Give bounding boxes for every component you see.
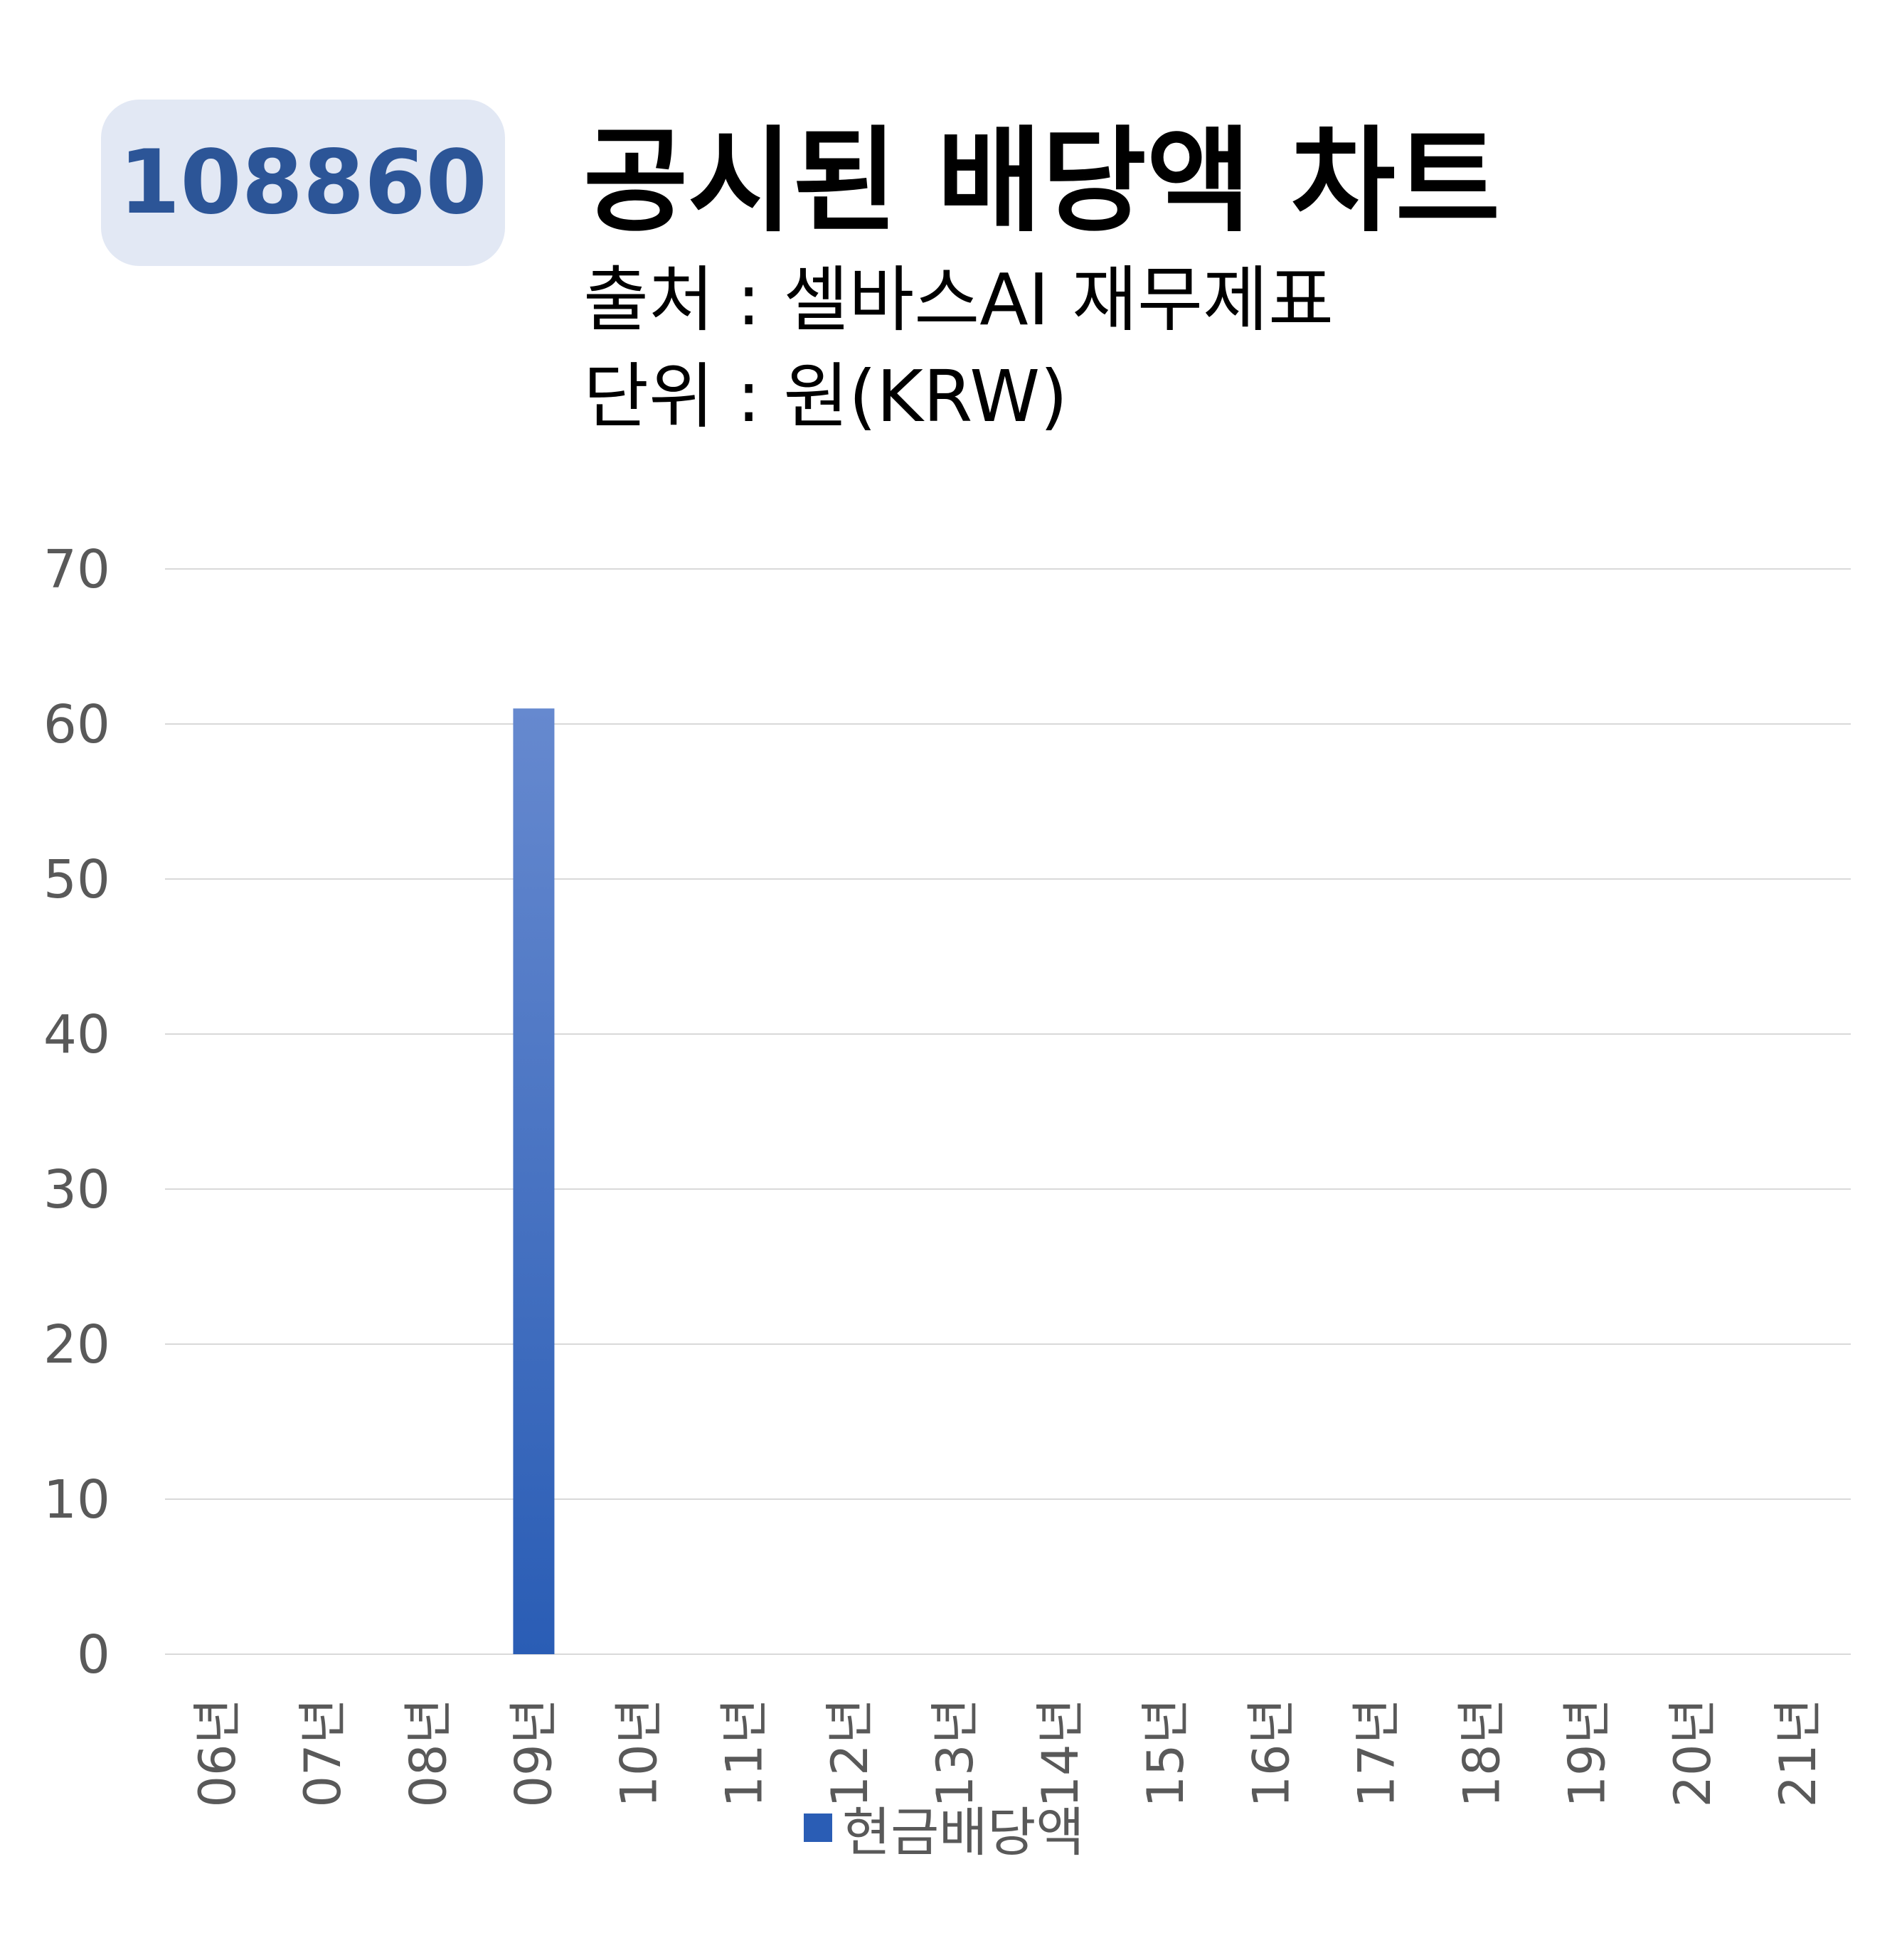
y-axis-ticks: 0 10 20 30 40 50 60 70: [43, 539, 110, 1685]
bar-09년: [513, 708, 555, 1655]
y-tick-label: 30: [43, 1159, 110, 1220]
x-tick-label: 14년: [1031, 1698, 1090, 1807]
y-tick-label: 10: [43, 1469, 110, 1530]
x-tick-label: 20년: [1664, 1698, 1722, 1807]
y-tick-label: 50: [43, 849, 110, 910]
x-tick-label: 12년: [821, 1698, 879, 1807]
x-tick-label: 07년: [294, 1698, 352, 1807]
unit-label: 단위 : 원(KRW): [583, 355, 1068, 438]
x-tick-label: 13년: [926, 1698, 984, 1807]
x-tick-label: 09년: [504, 1698, 563, 1807]
y-tick-label: 20: [43, 1314, 110, 1375]
stock-code-badge: 108860: [101, 100, 505, 266]
y-tick-label: 0: [77, 1624, 110, 1685]
legend-swatch: [804, 1813, 832, 1842]
x-tick-label: 11년: [716, 1698, 774, 1807]
x-tick-label: 15년: [1137, 1698, 1195, 1807]
y-tick-label: 60: [43, 694, 110, 755]
legend-label: 현금배당액: [842, 1801, 1085, 1863]
chart-title: 공시된 배당액 차트: [583, 114, 1501, 247]
x-tick-label: 18년: [1453, 1698, 1511, 1807]
y-tick-label: 40: [43, 1004, 110, 1065]
x-tick-label: 17년: [1347, 1698, 1406, 1807]
legend: 현금배당액: [804, 1792, 1084, 1863]
x-tick-label: 21년: [1769, 1698, 1827, 1807]
x-tick-label: 06년: [188, 1698, 247, 1807]
source-label: 출처 : 셀바스AI 재무제표: [583, 258, 1334, 341]
bars: [513, 708, 555, 1655]
x-tick-label: 10년: [610, 1698, 669, 1807]
y-tick-label: 70: [43, 539, 110, 600]
x-tick-label: 08년: [399, 1698, 457, 1807]
grid-lines: [165, 568, 1851, 1655]
x-tick-label: 16년: [1242, 1698, 1300, 1807]
x-tick-label: 19년: [1558, 1698, 1617, 1807]
x-axis-ticks: 06년 07년 08년 09년 10년 11년 12년 13년 14년 15년 16년 17년 18년 1…: [188, 1698, 1827, 1807]
